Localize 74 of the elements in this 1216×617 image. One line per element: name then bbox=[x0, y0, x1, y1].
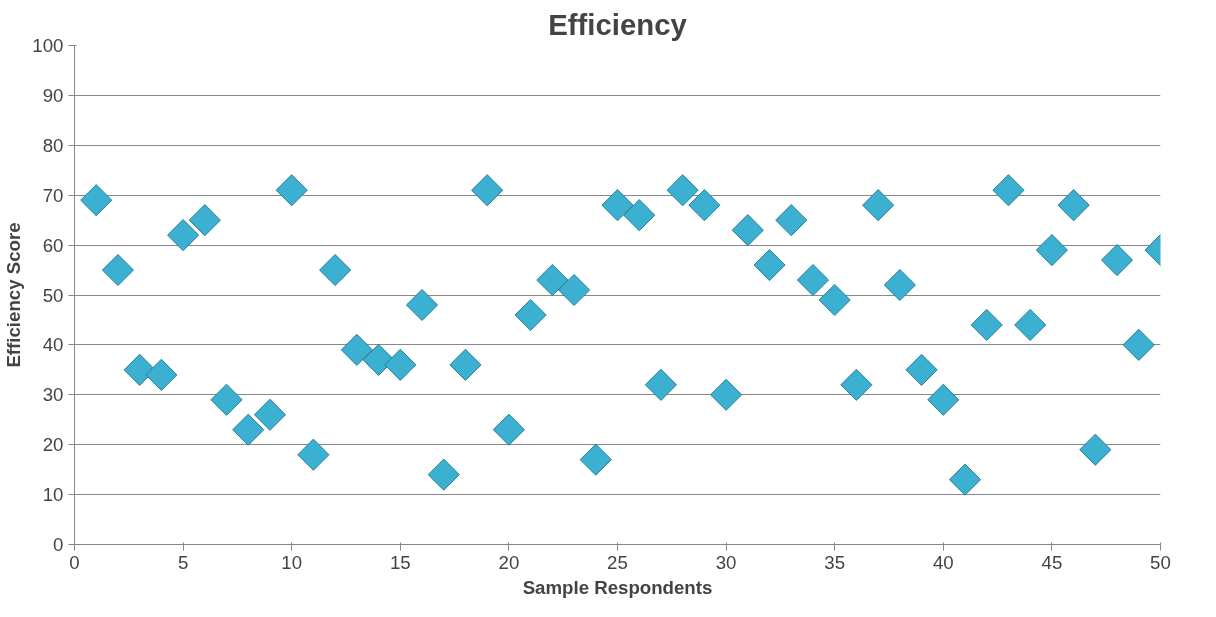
point bbox=[297, 438, 330, 471]
x-tick-label: 40 bbox=[932, 551, 954, 573]
point bbox=[427, 458, 460, 491]
y-tick-label: 100 bbox=[32, 35, 64, 56]
point bbox=[1101, 244, 1134, 277]
point bbox=[927, 383, 960, 416]
point bbox=[666, 174, 699, 207]
x-tick-label: 20 bbox=[498, 551, 520, 573]
point bbox=[232, 413, 265, 446]
point bbox=[253, 398, 287, 431]
point bbox=[948, 463, 982, 496]
point bbox=[1122, 328, 1155, 361]
x-axis-title: Sample Respondents bbox=[522, 576, 713, 598]
y-tick-label: 60 bbox=[42, 234, 64, 256]
point bbox=[644, 368, 677, 401]
point bbox=[579, 443, 612, 476]
point bbox=[731, 214, 764, 247]
point bbox=[405, 288, 439, 322]
point bbox=[775, 204, 808, 237]
y-tick-label: 10 bbox=[42, 484, 64, 506]
point bbox=[145, 358, 178, 391]
point bbox=[536, 263, 569, 297]
y-tick-label: 20 bbox=[42, 434, 64, 456]
point bbox=[449, 348, 482, 381]
point bbox=[558, 273, 591, 307]
point bbox=[1057, 189, 1090, 222]
x-tick-label: 50 bbox=[1150, 551, 1171, 573]
point bbox=[210, 383, 243, 416]
point bbox=[340, 333, 373, 366]
point bbox=[1035, 234, 1068, 267]
point bbox=[492, 413, 525, 446]
point bbox=[514, 298, 547, 332]
point bbox=[883, 268, 916, 302]
point bbox=[862, 189, 895, 222]
x-tick-label: 15 bbox=[389, 551, 411, 573]
point bbox=[275, 174, 308, 207]
point bbox=[992, 174, 1025, 207]
point bbox=[840, 368, 873, 401]
point bbox=[601, 189, 634, 222]
point bbox=[623, 199, 656, 232]
x-tick-label: 35 bbox=[824, 551, 846, 573]
y-tick-label: 90 bbox=[42, 84, 64, 106]
y-tick-label: 50 bbox=[42, 284, 64, 306]
point bbox=[123, 353, 156, 386]
point bbox=[905, 353, 938, 386]
x-tick-label: 0 bbox=[69, 551, 80, 573]
point bbox=[1014, 308, 1047, 341]
point bbox=[319, 253, 352, 287]
point bbox=[384, 348, 417, 381]
point bbox=[753, 249, 786, 282]
point bbox=[710, 378, 743, 411]
x-tick-label: 10 bbox=[281, 551, 303, 573]
point bbox=[970, 308, 1003, 341]
point bbox=[167, 219, 200, 252]
point bbox=[471, 174, 504, 207]
y-tick-label: 70 bbox=[42, 184, 64, 206]
x-tick-label: 25 bbox=[607, 551, 628, 573]
point bbox=[80, 184, 113, 217]
point bbox=[362, 343, 395, 376]
y-tick-label: 80 bbox=[42, 134, 64, 156]
x-tick-label: 5 bbox=[177, 551, 189, 573]
point bbox=[796, 263, 830, 297]
y-tick-label: 0 bbox=[53, 534, 64, 555]
y-axis-title: Efficiency Score bbox=[3, 222, 25, 368]
chart-title: Efficiency bbox=[548, 7, 688, 41]
point bbox=[188, 204, 221, 237]
point bbox=[818, 283, 851, 317]
y-tick-label: 40 bbox=[42, 334, 64, 356]
x-tick-label: 45 bbox=[1041, 551, 1063, 573]
point bbox=[101, 253, 134, 287]
x-tick-label: 30 bbox=[715, 551, 737, 573]
y-tick-label: 30 bbox=[42, 384, 64, 406]
point bbox=[688, 189, 721, 222]
point bbox=[1079, 433, 1112, 466]
